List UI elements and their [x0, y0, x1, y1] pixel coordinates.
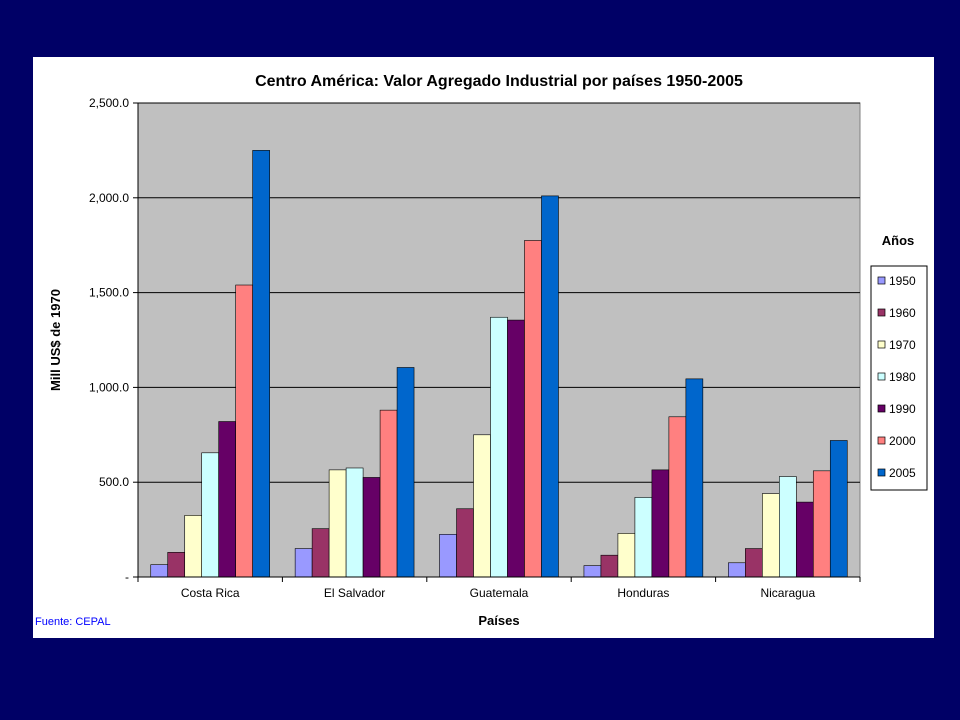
bar [795, 501, 814, 578]
x-tick-label: Costa Rica [181, 586, 240, 600]
bar [150, 564, 169, 578]
bar [762, 493, 780, 578]
chart-title: Centro América: Valor Agregado Industria… [255, 73, 743, 90]
bar [829, 440, 848, 578]
bar [362, 477, 381, 578]
legend-swatch [877, 276, 886, 285]
bar [651, 469, 670, 578]
bar [201, 452, 219, 578]
chart-panel: - 500.0 1,000.0 1,500.0 2,000.0 2,500.0 Costa… [33, 57, 934, 638]
legend-swatch [877, 436, 886, 445]
legend-label: 1950 [889, 274, 916, 288]
legend-swatch [877, 372, 886, 381]
bar [490, 316, 508, 578]
legend-label: 1990 [889, 402, 916, 416]
bar [600, 554, 619, 578]
bar-chart: - 500.0 1,000.0 1,500.0 2,000.0 2,500.0 Costa… [48, 73, 928, 628]
bar [184, 515, 203, 578]
bar [396, 367, 415, 578]
bar [218, 421, 236, 578]
bar [524, 240, 542, 578]
x-tick-label: Honduras [617, 586, 669, 600]
bar [379, 409, 398, 578]
y-tick-label: 500.0 [99, 475, 129, 489]
bar [328, 469, 347, 578]
bar [617, 533, 636, 578]
bar [541, 195, 559, 578]
x-tick-label: Nicaragua [760, 586, 815, 600]
x-axis-label: Países [478, 613, 519, 628]
legend-label: 1960 [889, 306, 916, 320]
bar [345, 467, 364, 578]
bar [745, 548, 763, 578]
bar [728, 562, 746, 578]
source-note: Fuente: CEPAL [35, 616, 111, 628]
y-tick-label: 1,000.0 [89, 380, 129, 394]
bar [311, 528, 330, 578]
bar [473, 434, 491, 578]
legend-swatch [877, 404, 886, 413]
x-axis: Costa Rica El Salvador Guatemala Honduras Ni… [137, 576, 861, 600]
legend-swatch [877, 340, 886, 349]
x-tick-label: El Salvador [324, 586, 385, 600]
y-tick-label: 2,000.0 [89, 191, 129, 205]
y-tick-label: 2,500.0 [89, 96, 129, 110]
y-tick-label: - [125, 570, 129, 584]
bar [634, 497, 653, 578]
bar [167, 552, 186, 578]
legend-label: 2005 [889, 466, 916, 480]
x-tick-label: Guatemala [470, 586, 529, 600]
y-axis: - 500.0 1,000.0 1,500.0 2,000.0 2,500.0 [89, 96, 139, 584]
y-tick-label: 1,500.0 [89, 286, 129, 300]
legend-swatch [877, 468, 886, 477]
bar [252, 150, 270, 578]
legend-label: 2000 [889, 434, 916, 448]
legend-title: Años [882, 233, 915, 248]
bar [583, 565, 602, 578]
bar [668, 416, 687, 578]
legend-label: 1980 [889, 370, 916, 384]
bar [779, 476, 797, 578]
legend-swatch [877, 308, 886, 317]
bar [812, 470, 831, 578]
legend-label: 1970 [889, 338, 916, 352]
legend: 1950 1960 1970 1980 1990 2000 2005 [870, 265, 928, 491]
bar [439, 534, 457, 578]
bar [507, 319, 525, 578]
bar [294, 548, 313, 578]
bar [235, 284, 253, 578]
bar [456, 508, 474, 578]
y-axis-label: Mill US$ de 1970 [48, 289, 63, 391]
bar [685, 378, 704, 578]
bars [150, 150, 848, 578]
